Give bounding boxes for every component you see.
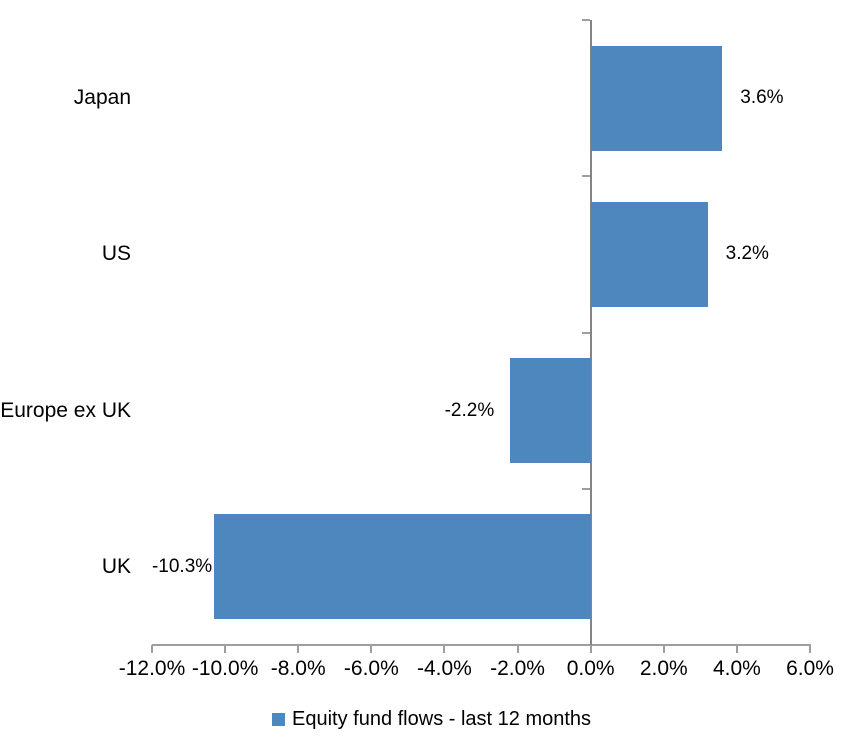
x-axis-tick-label: 6.0% [786,657,834,680]
data-label: 3.6% [740,87,784,109]
legend: Equity fund flows - last 12 months [272,706,591,732]
x-axis-tick [224,645,227,653]
x-axis-tick-label: 2.0% [639,657,688,680]
bar-japan [590,45,723,151]
x-axis-tick-label: -8.0% [270,657,326,680]
x-axis-tick [516,645,519,653]
x-axis-line [152,644,811,646]
y-axis-tick [581,175,590,178]
category-label: Europe ex UK [0,398,131,422]
x-axis-tick [370,645,373,653]
category-label: UK [101,554,131,578]
x-axis-tick [589,645,592,653]
legend-label: Equity fund flows - last 12 months [292,708,592,730]
category-label: US [101,242,131,266]
legend-swatch-icon [272,712,285,726]
y-axis-tick [581,331,590,334]
x-axis-tick-label: 4.0% [712,657,761,680]
bar-europe-ex-uk [510,358,591,464]
x-axis-tick [735,645,738,653]
y-axis-tick [581,644,590,646]
x-axis-tick [151,645,153,653]
category-label: Japan [73,86,131,110]
y-axis-zero-line [589,20,592,645]
y-axis-tick [581,19,590,21]
x-axis-tick-label: 0.0% [566,657,615,680]
x-axis-tick-label: -12.0% [118,657,186,680]
x-axis-tick-label: -4.0% [417,657,472,680]
x-axis-tick [809,645,811,653]
x-axis-tick [297,645,300,653]
data-label: 3.2% [725,243,769,265]
y-axis-tick [581,487,590,490]
bar-us [590,201,708,307]
data-label: -2.2% [444,399,495,421]
bar-uk [214,514,591,620]
x-axis-tick-label: -6.0% [343,657,399,680]
data-label: -10.3% [151,555,213,577]
x-axis-tick [443,645,446,653]
x-axis-tick-label: -10.0% [191,657,259,680]
x-axis-tick-label: -2.0% [490,657,545,680]
x-axis-tick [662,645,665,653]
